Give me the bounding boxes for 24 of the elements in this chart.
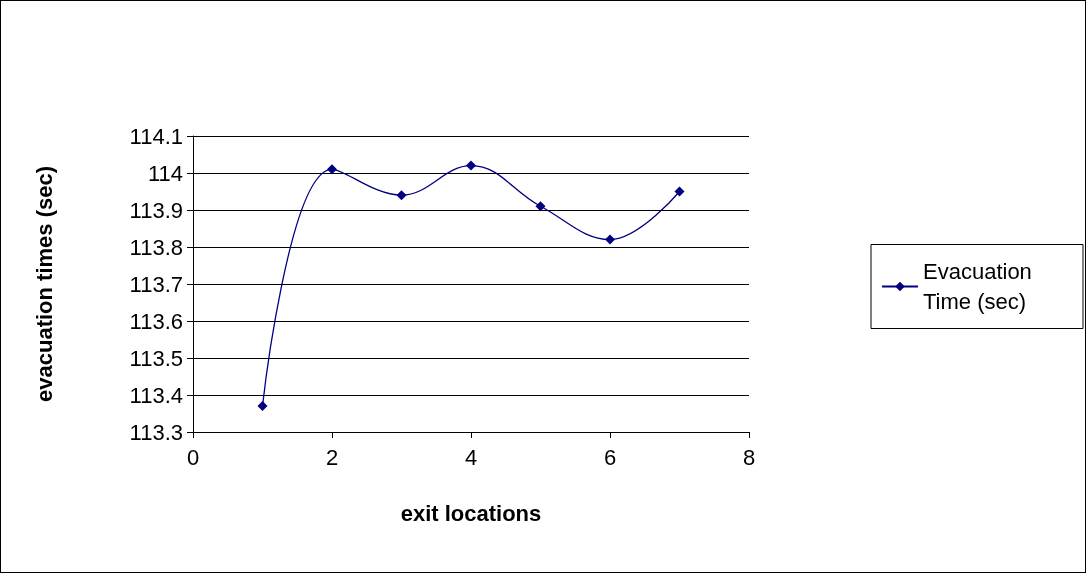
y-tick-label: 113.9 (129, 197, 183, 223)
x-tick-label: 2 (325, 444, 339, 470)
y-tick-label: 113.7 (129, 271, 183, 297)
y-axis-title: evacuation times (sec) (31, 166, 57, 402)
point (257, 401, 268, 412)
y-tick-label: 113.4 (129, 382, 183, 408)
y-tick-label: 114.1 (129, 123, 183, 149)
point (535, 201, 546, 212)
y-tick-label: 113.3 (129, 419, 183, 445)
x-tick-label: 4 (464, 444, 478, 470)
point (674, 186, 685, 197)
legend-label: Evacuation Time (sec) (923, 259, 1038, 314)
x-tick-label: 6 (603, 444, 617, 470)
x-axis-title: exit locations (400, 500, 542, 526)
y-tick-label: 113.5 (129, 345, 183, 371)
y-tick-label: 114 (147, 160, 183, 186)
y-tick-label: 113.6 (129, 308, 183, 334)
point (327, 164, 337, 175)
point (605, 234, 615, 245)
point (466, 160, 476, 171)
y-tick-label: 113.8 (129, 234, 183, 260)
x-tick-label: 8 (742, 444, 756, 470)
point (396, 190, 407, 201)
x-tick-label: 0 (186, 444, 200, 470)
